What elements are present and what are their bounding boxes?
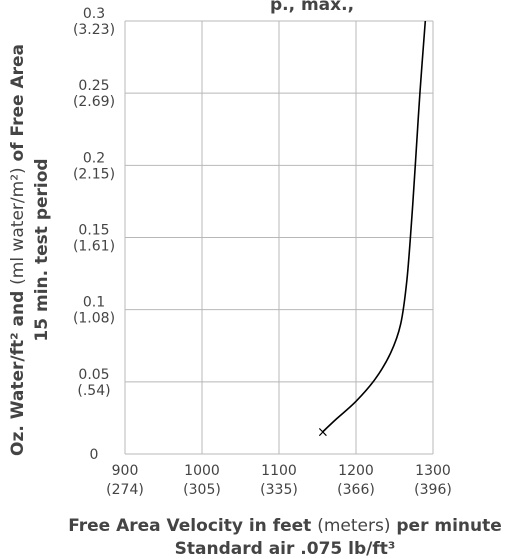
- y-tick-label: 0.1: [83, 295, 105, 311]
- y-axis-title-line2: 15 min. test period: [32, 158, 52, 341]
- x-axis-ticks: 900 (274) 1000 (305) 1100 (335) 1200 (366) 1300 (…: [106, 463, 452, 498]
- y-tick-label: 0.05: [78, 367, 109, 383]
- chart-title: p., max.,: [270, 0, 354, 15]
- x-tick-sublabel: (366): [337, 482, 375, 498]
- x-tick-sublabel: (305): [183, 482, 221, 498]
- y-tick-sublabel: (2.69): [73, 94, 115, 110]
- y-tick-sublabel: (1.08): [73, 311, 115, 327]
- y-tick-label: 0.3: [83, 6, 105, 22]
- y-tick-sublabel: (2.15): [73, 166, 115, 182]
- series-group: ×: [317, 20, 427, 441]
- x-tick-sublabel: (335): [260, 482, 298, 498]
- x-axis-title-line2: Standard air .075 lb/ft³: [175, 539, 396, 559]
- x-tick-label: 1100: [261, 463, 297, 479]
- y-tick-label: 0.25: [78, 78, 109, 94]
- y-tick-sublabel: (1.61): [73, 239, 115, 255]
- series-line: [322, 20, 427, 433]
- y-tick-label: 0.15: [78, 223, 109, 239]
- start-marker: ×: [317, 425, 329, 441]
- x-tick-sublabel: (274): [106, 482, 144, 498]
- y-tick-sublabel: (3.23): [73, 22, 115, 38]
- x-tick-label: 900: [112, 463, 139, 479]
- x-tick-label: 1000: [184, 463, 220, 479]
- y-axis-ticks: 0.3(3.23) 0.25(2.69) 0.2(2.15) 0.15(1.61) 0.…: [73, 6, 115, 463]
- y-axis-title-line1: Oz. Water/ft² and (ml water/m²) of Free …: [8, 44, 28, 456]
- x-tick-label: 1300: [415, 463, 451, 479]
- y-tick-label: 0: [90, 447, 99, 463]
- y-tick-label: 0.2: [83, 150, 105, 166]
- y-tick-sublabel: (.54): [77, 383, 110, 399]
- plot-grid: [124, 20, 434, 455]
- x-tick-label: 1200: [338, 463, 374, 479]
- x-axis-title-line1: Free Area Velocity in feet (meters) per …: [68, 516, 502, 536]
- x-tick-sublabel: (396): [414, 482, 452, 498]
